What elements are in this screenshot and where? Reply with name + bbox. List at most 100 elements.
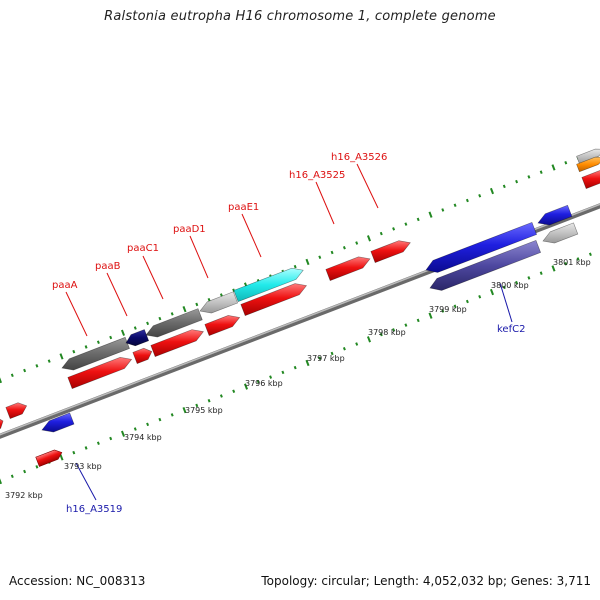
scale-tick [478,194,482,198]
scale-tick [416,217,420,222]
scale-tick [539,170,543,174]
scale-tick [72,450,76,455]
scale-tick [120,430,126,437]
label-leader [65,291,88,337]
label-leader [499,282,513,323]
gene-arrow[interactable] [576,148,600,165]
scale-tick [10,373,14,378]
scale-ticks-upper [0,151,592,384]
scale-tick [133,326,137,330]
gene-arrow[interactable] [5,402,28,419]
scale-tick [219,293,223,297]
kbp-label: 3797 kbp [307,354,345,363]
gene-arrow[interactable] [125,329,150,347]
gene-label-paaA: paaA [52,280,78,291]
scale-tick [293,264,297,269]
gene-arrow[interactable] [537,204,573,226]
gene-arrow[interactable] [0,417,4,431]
gene-arrows[interactable] [0,148,600,433]
scale-tick [416,318,420,323]
kbp-label: 3800 kbp [491,281,529,290]
gene-arrow[interactable] [132,347,153,364]
gene-arrow[interactable] [429,239,542,291]
scale-tick [318,356,322,360]
map-title: Ralstonia eutropha H16 chromosome 1, com… [104,9,496,24]
scale-tick [305,359,310,367]
label-leader [315,181,335,225]
gene-arrow[interactable] [581,170,600,189]
scale-tick [379,231,383,236]
gene-arrow[interactable] [370,240,411,263]
gene-arrow[interactable] [576,156,600,173]
scale-tick [489,288,495,296]
scale-tick [23,368,27,373]
scale-tick [84,345,88,349]
forward-genes[interactable] [35,448,64,467]
gene-arrow[interactable] [150,329,204,357]
gene-label-paaB: paaB [95,261,121,272]
scale-tick [428,312,433,319]
scale-tick [109,335,113,340]
scale-tick [182,406,187,414]
scale-tick [232,389,236,394]
scale-tick [158,316,162,321]
gene-arrow[interactable] [204,315,241,336]
scale-tick [195,302,199,307]
kbp-labels: 3792 kbp 3793 kbp 3794 kbp 3795 kbp 3796… [5,258,591,500]
scale-tick [527,175,531,179]
gene-arrow[interactable] [61,336,130,371]
scale-tick [355,342,359,346]
scale-tick [269,375,273,379]
gene-label-h16-A3525: h16_A3525 [289,170,345,181]
scale-tick [146,422,150,427]
gene-arrow[interactable] [199,291,239,314]
scale-tick [588,252,592,257]
scale-tick [366,336,372,343]
gene-arrow[interactable] [425,221,538,273]
scale-tick [59,454,64,461]
scale-tick [379,332,383,337]
gene-arrow[interactable] [67,357,133,389]
gene-arrow[interactable] [145,308,203,338]
scale-tick [441,208,445,212]
scale-tick [551,164,556,171]
scale-tick [84,446,88,450]
scale-tick [355,241,359,245]
label-leader [356,163,379,209]
kbp-label: 3793 kbp [64,462,102,471]
scale-tick [330,250,334,255]
scale-tick [305,258,310,266]
gene-label-paaD1: paaD1 [173,224,206,235]
kbp-label: 3796 kbp [245,379,283,388]
gene-arrow[interactable] [325,256,371,281]
gene-labels-lower: h16_A3519 kefC2 [66,324,525,515]
gene-arrow[interactable] [240,283,308,316]
scale-tick [428,211,433,218]
kbp-label: 3794 kbp [124,433,162,442]
scale-tick [293,365,297,370]
kbp-label: 3801 kbp [553,258,591,267]
scale-tick [47,359,51,363]
scale-tick [207,297,211,302]
kbp-label: 3792 kbp [5,491,43,500]
scale-tick [182,305,187,313]
gene-arrow[interactable] [41,412,75,433]
scale-tick [551,265,556,272]
label-leader [189,235,209,279]
scale-tick [10,474,14,479]
scale-tick [330,351,334,356]
scale-tick [392,328,396,332]
scale-tick [478,295,482,299]
gene-arrow[interactable] [542,222,579,244]
gene-arrow[interactable] [35,448,64,467]
scale-tick [281,370,285,375]
scale-tick [96,441,100,445]
scale-tick [515,280,519,285]
gene-arrow[interactable] [233,267,304,302]
scale-tick [502,184,506,189]
scale-tick [366,235,372,242]
scale-tick [539,271,543,275]
scale-tick [453,304,457,309]
scale-tick [404,323,408,327]
